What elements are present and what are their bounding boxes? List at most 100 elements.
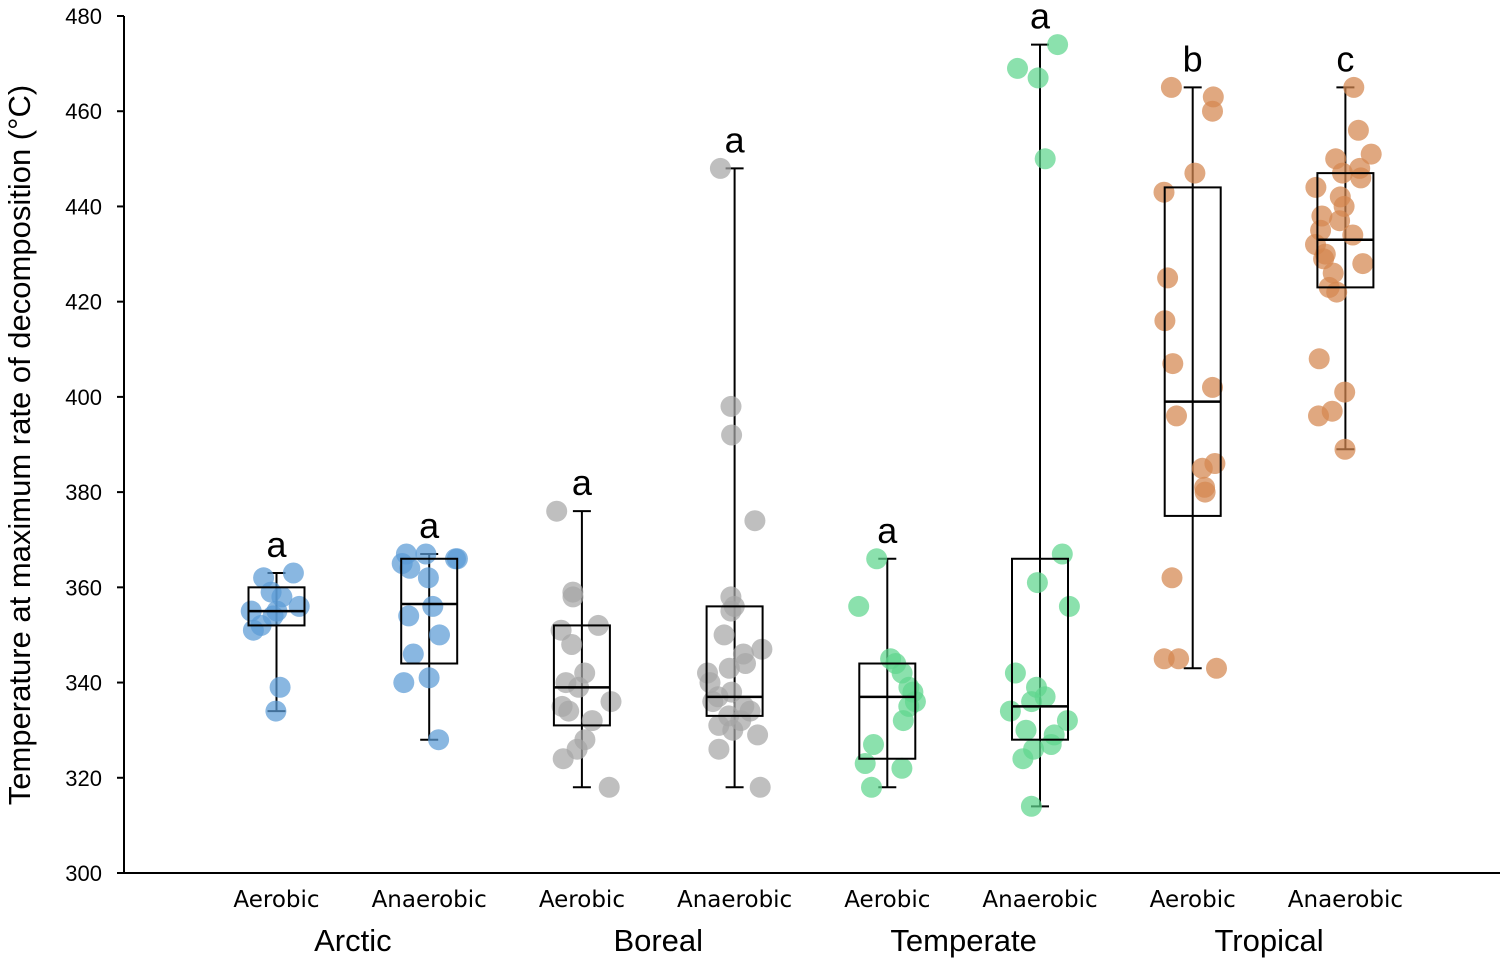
iqr-box bbox=[247, 586, 306, 627]
y-tick-label: 480 bbox=[65, 4, 102, 29]
box-arctic-anaerobic: a bbox=[391, 505, 468, 751]
biome-label: Temperate bbox=[890, 923, 1036, 958]
data-point bbox=[1020, 795, 1042, 817]
condition-label: Aerobic bbox=[539, 887, 625, 913]
y-tick-label: 320 bbox=[65, 766, 102, 791]
plot-area: a a a a a a b c bbox=[240, 0, 1382, 817]
data-point bbox=[546, 500, 568, 522]
data-point bbox=[561, 634, 583, 655]
box-temperate-aerobic: a bbox=[848, 510, 926, 798]
data-point bbox=[720, 395, 742, 417]
data-point bbox=[1308, 348, 1330, 370]
data-point bbox=[891, 757, 913, 779]
y-axis-label: Temperature at maximum rate of decomposi… bbox=[2, 85, 37, 806]
data-point bbox=[1160, 76, 1182, 98]
iqr-box bbox=[858, 662, 917, 760]
data-point bbox=[1329, 186, 1351, 208]
biome-label: Tropical bbox=[1214, 923, 1323, 958]
box-arctic-aerobic: a bbox=[240, 524, 310, 722]
significance-letter: a bbox=[572, 462, 593, 503]
data-point bbox=[428, 729, 450, 751]
data-point bbox=[713, 624, 735, 646]
data-point bbox=[600, 691, 622, 713]
data-point bbox=[1347, 119, 1369, 141]
condition-label: Anaerobic bbox=[982, 887, 1097, 913]
data-point bbox=[1321, 400, 1343, 422]
data-point bbox=[1168, 648, 1190, 670]
data-point bbox=[1047, 34, 1069, 56]
significance-letter: a bbox=[725, 119, 746, 160]
data-point bbox=[422, 595, 444, 617]
iqr-box bbox=[705, 605, 764, 717]
data-point bbox=[417, 567, 439, 589]
box-temperate-anaerobic: a bbox=[999, 0, 1080, 817]
data-point bbox=[718, 657, 740, 679]
data-point bbox=[1184, 162, 1206, 184]
data-point bbox=[1026, 572, 1048, 594]
data-point bbox=[1004, 662, 1026, 684]
data-point bbox=[708, 738, 730, 760]
y-axis: 300 320 340 360 380 400 420 440 460 480 bbox=[65, 4, 125, 886]
data-point bbox=[1007, 57, 1028, 79]
data-point bbox=[562, 581, 584, 603]
data-point bbox=[709, 157, 731, 179]
data-point bbox=[1325, 148, 1347, 170]
data-point bbox=[1166, 405, 1187, 427]
data-point bbox=[720, 586, 742, 608]
iqr-box bbox=[552, 624, 611, 727]
iqr-box bbox=[1316, 172, 1375, 289]
significance-letter: a bbox=[1030, 0, 1051, 37]
data-point bbox=[848, 595, 870, 617]
data-point bbox=[269, 676, 291, 698]
data-point bbox=[1034, 148, 1056, 170]
iqr-box bbox=[1011, 557, 1069, 741]
y-tick-label: 460 bbox=[65, 99, 102, 124]
box-tropical-anaerobic: c bbox=[1305, 38, 1382, 460]
data-point bbox=[398, 605, 420, 627]
data-point bbox=[393, 672, 415, 694]
data-point bbox=[1023, 738, 1045, 760]
data-point bbox=[1360, 143, 1382, 165]
y-tick-label: 440 bbox=[65, 194, 102, 219]
data-point bbox=[1202, 376, 1223, 398]
condition-label: Anaerobic bbox=[372, 887, 487, 913]
data-point bbox=[1334, 438, 1356, 460]
condition-label: Aerobic bbox=[844, 887, 930, 913]
condition-label: Aerobic bbox=[1150, 887, 1236, 913]
data-point bbox=[574, 662, 596, 684]
data-point bbox=[1305, 176, 1327, 198]
y-tick-label: 420 bbox=[65, 290, 102, 315]
y-tick-label: 400 bbox=[65, 385, 102, 410]
data-point bbox=[598, 776, 620, 798]
data-point bbox=[1157, 267, 1179, 289]
data-point bbox=[744, 510, 766, 532]
data-point bbox=[861, 776, 882, 798]
data-point bbox=[1194, 476, 1216, 498]
data-point bbox=[429, 624, 450, 646]
data-point bbox=[1058, 595, 1080, 617]
biome-label: Arctic bbox=[314, 923, 392, 958]
iqr-box bbox=[1163, 186, 1222, 517]
data-point bbox=[282, 562, 304, 584]
data-point bbox=[1202, 86, 1224, 108]
data-point bbox=[1162, 353, 1184, 375]
significance-letter: b bbox=[1183, 38, 1203, 79]
data-point bbox=[574, 729, 596, 751]
box-tropical-aerobic: b bbox=[1153, 38, 1227, 679]
data-point bbox=[749, 776, 771, 798]
significance-letter: a bbox=[877, 510, 898, 551]
data-point bbox=[402, 643, 424, 665]
y-tick-label: 380 bbox=[65, 480, 102, 505]
data-point bbox=[866, 548, 888, 570]
iqr-box bbox=[400, 557, 459, 665]
data-point bbox=[747, 724, 769, 746]
y-tick-label: 340 bbox=[65, 671, 102, 696]
data-point bbox=[1334, 381, 1356, 403]
data-point bbox=[551, 695, 573, 717]
condition-label: Anaerobic bbox=[1288, 887, 1403, 913]
data-point bbox=[1352, 253, 1374, 275]
significance-letter: a bbox=[266, 524, 287, 565]
data-point bbox=[732, 643, 754, 665]
y-tick-label: 300 bbox=[65, 861, 102, 886]
